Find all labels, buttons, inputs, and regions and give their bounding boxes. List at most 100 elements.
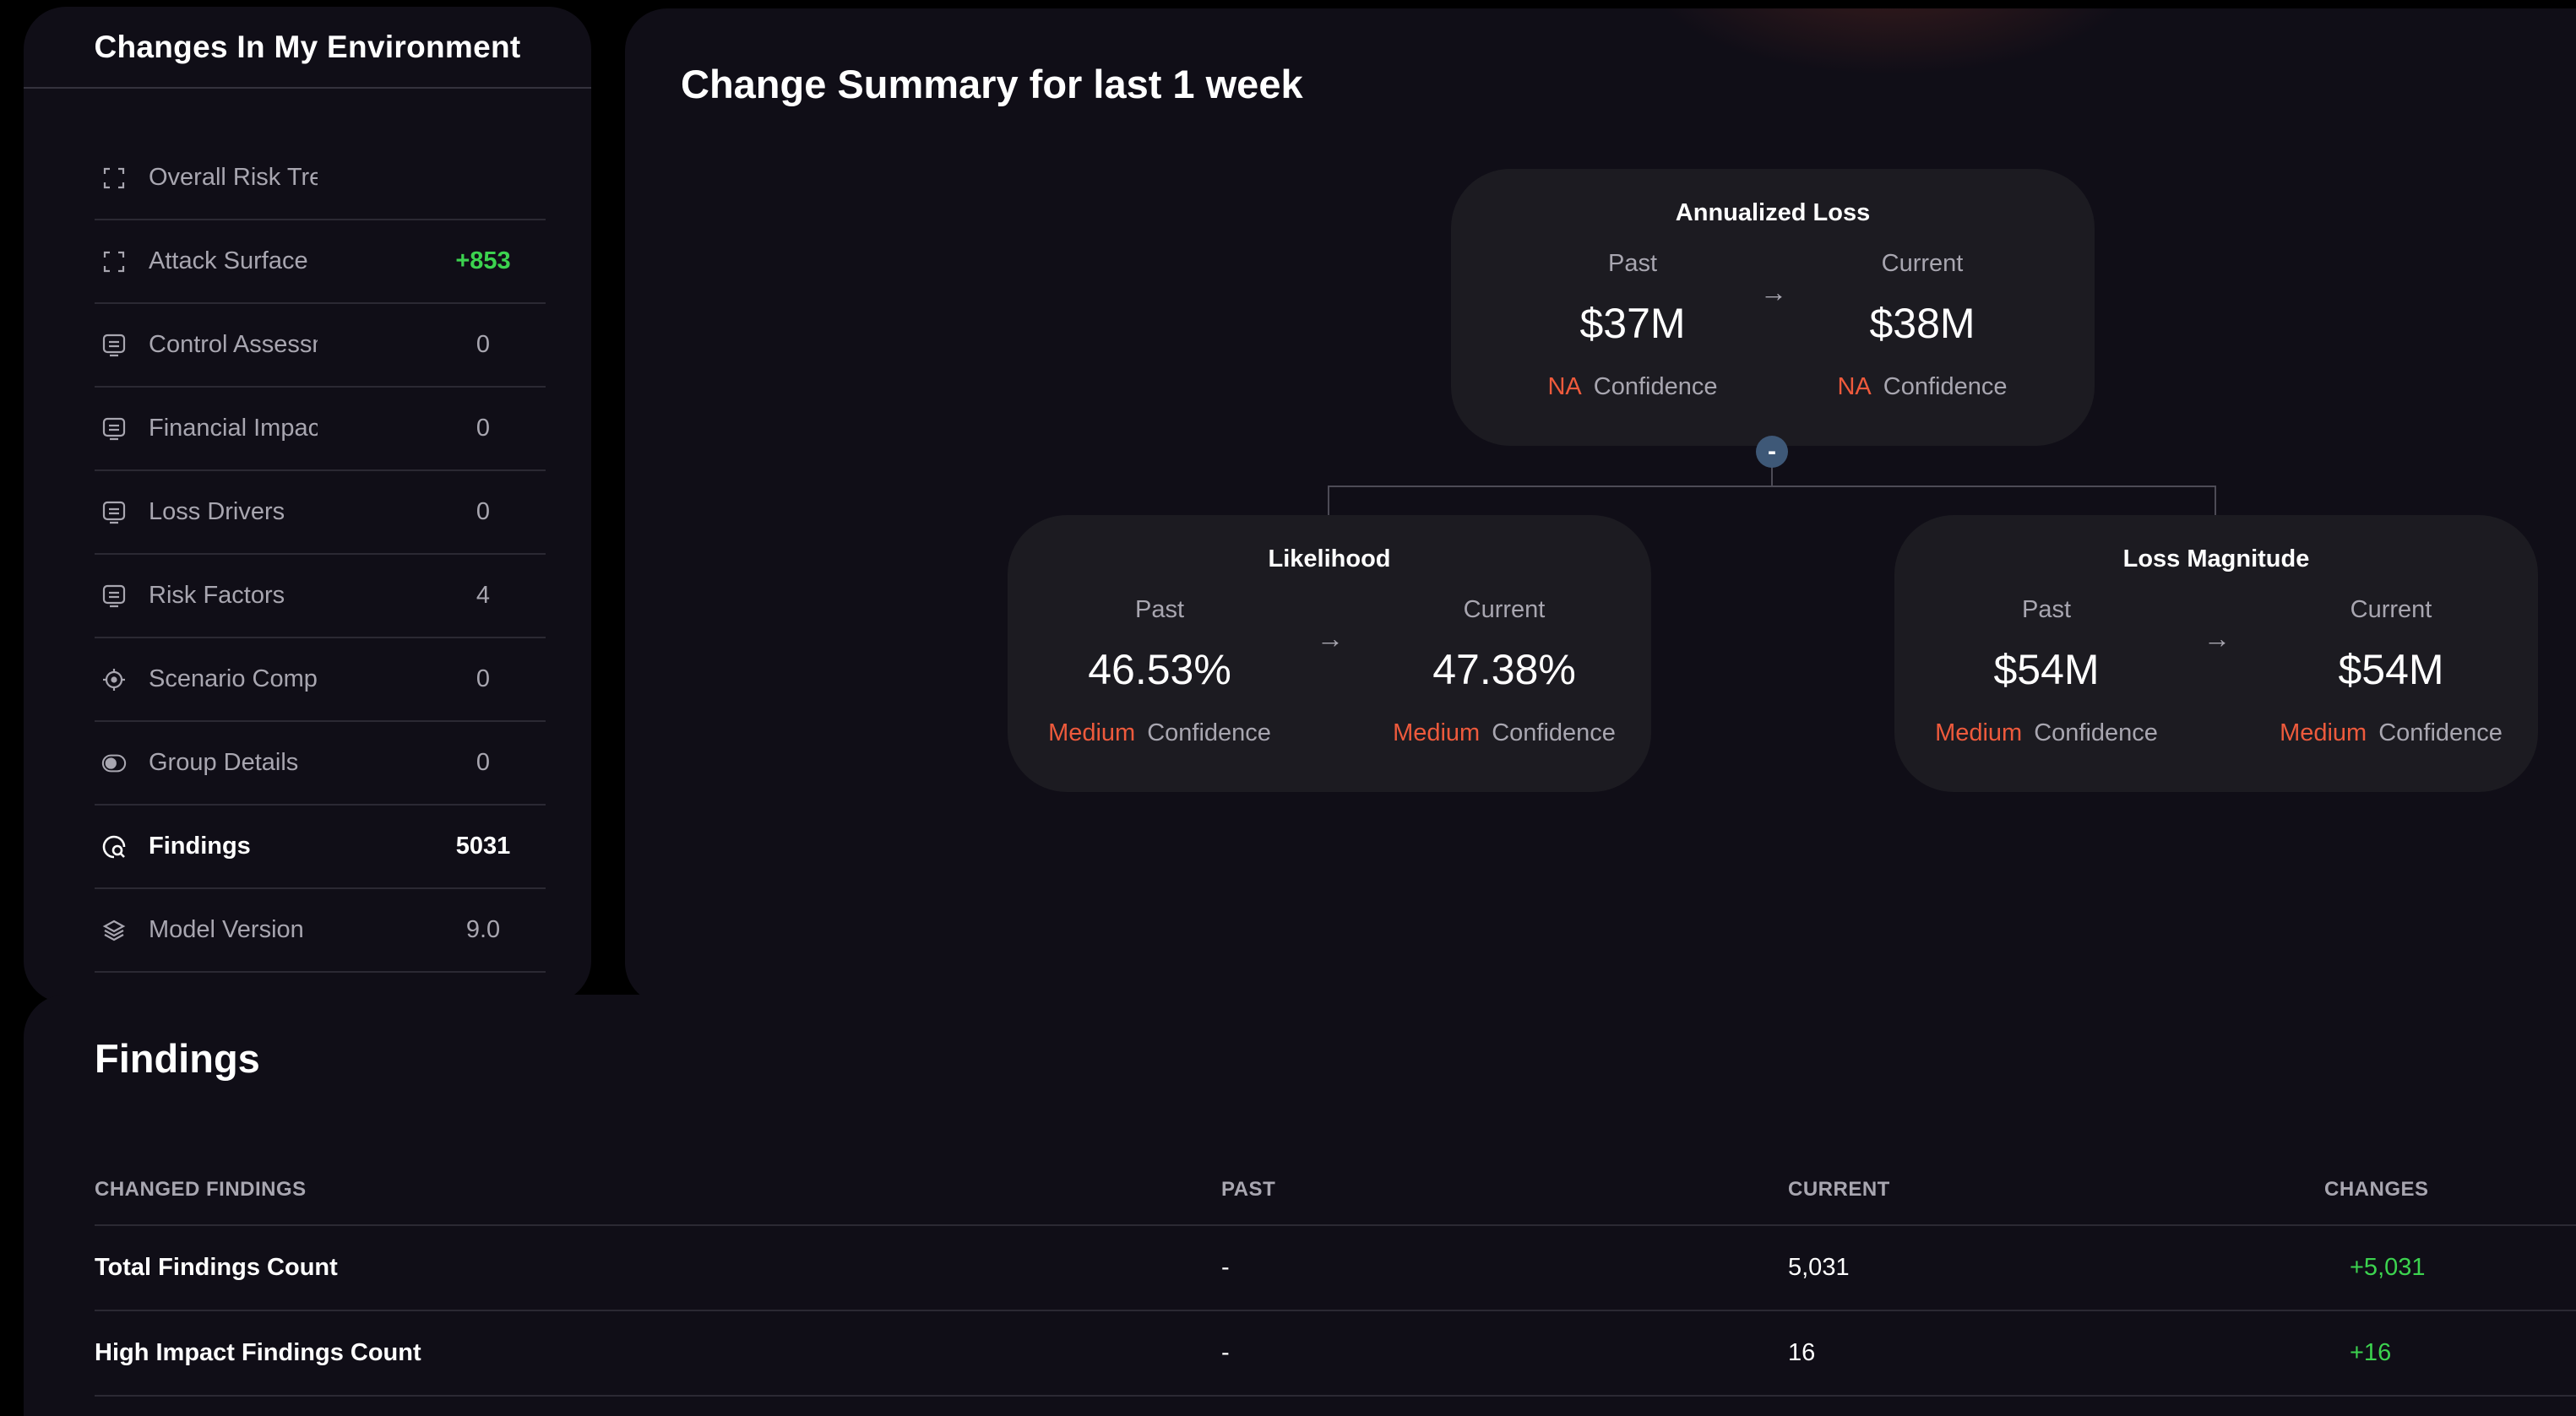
column-header-changes[interactable]: CHANGES (2324, 1178, 2429, 1201)
confidence-label: Confidence (1593, 373, 1718, 400)
confidence-label: Confidence (2034, 719, 2158, 746)
change-summary-panel: Change Summary for last 1 week Annualize… (625, 8, 2576, 1005)
sidebar-item-label: Group Details (149, 749, 299, 776)
tree-connector (1328, 486, 2216, 487)
sidebar-item-label: Control Assessment (149, 331, 318, 358)
sidebar-item-label: Scenario Composition (149, 665, 318, 692)
sidebar-item-value: 9.0 (465, 916, 501, 943)
confidence-label: Confidence (1883, 373, 2008, 400)
past-label: Past (1607, 250, 1658, 277)
current-value: $38M (1869, 300, 1975, 347)
annualized-loss-card: Annualized Loss Past $37M NA Confidence →… (1451, 169, 2095, 446)
current-label: Current (1463, 596, 1546, 623)
target-icon (101, 667, 127, 692)
arrow-right-icon: → (2204, 623, 2231, 654)
sidebar-item-value: 4 (476, 582, 491, 609)
sidebar-item-label: Model Version (149, 916, 304, 943)
column-header-changed-findings[interactable]: CHANGED FINDINGS (95, 1178, 307, 1201)
card-title: Annualized Loss (1675, 199, 1871, 226)
expand-icon (101, 165, 127, 191)
findings-title: Findings (95, 1036, 260, 1081)
change-value: +16 (2350, 1339, 2392, 1366)
current-value: 16 (1788, 1339, 1816, 1366)
monitor-icon (101, 583, 127, 609)
past-confidence: NA Confidence (1481, 373, 1785, 401)
confidence-level: NA (1547, 373, 1582, 400)
past-value: - (1221, 1339, 1230, 1366)
collapse-button[interactable]: - (1756, 436, 1788, 468)
sidebar-item-label: Financial Impact (149, 415, 318, 442)
sidebar-item-findings[interactable]: Findings 5031 (95, 806, 546, 889)
page-title: Change Summary for last 1 week (681, 62, 1303, 106)
past-column: Past 46.53% Medium Confidence (1008, 596, 1312, 747)
current-column: Current $38M NA Confidence (1770, 250, 2074, 401)
tree-connector (1771, 460, 1773, 487)
sidebar-item-value: 0 (476, 415, 491, 442)
sidebar-item-attack-surface[interactable]: Attack Surface +853 (95, 220, 546, 304)
findings-panel: Findings CHANGED FINDINGS PAST CURRENT C… (24, 995, 2576, 1416)
table-row[interactable]: High Impact Findings Count - 16 +16 (95, 1311, 2576, 1397)
arrow-right-icon: → (1317, 623, 1344, 654)
sidebar-item-label: Loss Drivers (149, 498, 285, 525)
confidence-label: Confidence (2378, 719, 2503, 746)
sidebar-item-risk-factors[interactable]: Risk Factors 4 (95, 555, 546, 638)
column-header-current[interactable]: CURRENT (1788, 1178, 1890, 1201)
layers-icon (101, 918, 127, 943)
monitor-icon (101, 333, 127, 358)
table-row[interactable]: Total Findings Count - 5,031 +5,031 (95, 1226, 2576, 1311)
confidence-label: Confidence (1147, 719, 1271, 746)
monitor-icon (101, 416, 127, 442)
past-value: $37M (1579, 300, 1686, 347)
sidebar-item-scenario-composition[interactable]: Scenario Composition 0 (95, 638, 546, 722)
current-column: Current $54M Medium Confidence (2239, 596, 2543, 747)
past-confidence: Medium Confidence (1894, 719, 2198, 747)
header-glow (1639, 8, 2145, 76)
current-value: $54M (2338, 646, 2444, 693)
expand-icon (101, 249, 127, 274)
likelihood-card: Likelihood Past 46.53% Medium Confidence … (1008, 515, 1651, 792)
past-column: Past $37M NA Confidence (1481, 250, 1785, 401)
sidebar-item-value: +853 (455, 247, 511, 274)
sidebar-item-model-version[interactable]: Model Version 9.0 (95, 889, 546, 973)
sidebar-item-value: 0 (476, 498, 491, 525)
current-value: 5,031 (1788, 1254, 1850, 1281)
confidence-level: NA (1837, 373, 1872, 400)
confidence-level: Medium (1935, 719, 2023, 746)
sidebar-item-loss-drivers[interactable]: Loss Drivers 0 (95, 471, 546, 555)
card-title: Likelihood (1268, 545, 1391, 572)
confidence-level: Medium (1048, 719, 1136, 746)
current-label: Current (2350, 596, 2432, 623)
current-value: 47.38% (1432, 646, 1576, 693)
loss-magnitude-card: Loss Magnitude Past $54M Medium Confidenc… (1894, 515, 2538, 792)
sidebar-item-financial-impact[interactable]: Financial Impact 0 (95, 388, 546, 471)
change-value: +5,031 (2350, 1254, 2426, 1281)
tree-connector (1328, 486, 1329, 522)
current-confidence: Medium Confidence (1352, 719, 1656, 747)
past-label: Past (1134, 596, 1185, 623)
current-label: Current (1881, 250, 1964, 277)
confidence-level: Medium (2280, 719, 2367, 746)
monitor-icon (101, 500, 127, 525)
sidebar-item-group-details[interactable]: Group Details 0 (95, 722, 546, 806)
search-icon (101, 834, 127, 860)
past-value: $54M (1993, 646, 2100, 693)
sidebar-item-overall-risk-trend[interactable]: Overall Risk Trend (95, 137, 546, 220)
arrow-right-icon: → (1760, 277, 1787, 307)
current-column: Current 47.38% Medium Confidence (1352, 596, 1656, 747)
toggle-icon (101, 751, 127, 776)
sidebar-item-value: 0 (476, 665, 491, 692)
current-confidence: NA Confidence (1770, 373, 2074, 401)
sidebar-item-control-assessment[interactable]: Control Assessment 0 (95, 304, 546, 388)
confidence-level: Medium (1393, 719, 1481, 746)
past-label: Past (2021, 596, 2072, 623)
column-header-past[interactable]: PAST (1221, 1178, 1276, 1201)
tree-connector (2215, 486, 2216, 522)
findings-table: CHANGED FINDINGS PAST CURRENT CHANGES To… (95, 1155, 2576, 1397)
sidebar-item-value: 0 (476, 331, 491, 358)
finding-name: Total Findings Count (95, 1254, 338, 1281)
sidebar-title: Changes In My Environment (24, 7, 591, 89)
past-column: Past $54M Medium Confidence (1894, 596, 2198, 747)
card-title: Loss Magnitude (2122, 545, 2310, 572)
sidebar-item-value: 0 (476, 749, 491, 776)
sidebar-panel: Changes In My Environment Overall Risk T… (24, 7, 591, 1003)
